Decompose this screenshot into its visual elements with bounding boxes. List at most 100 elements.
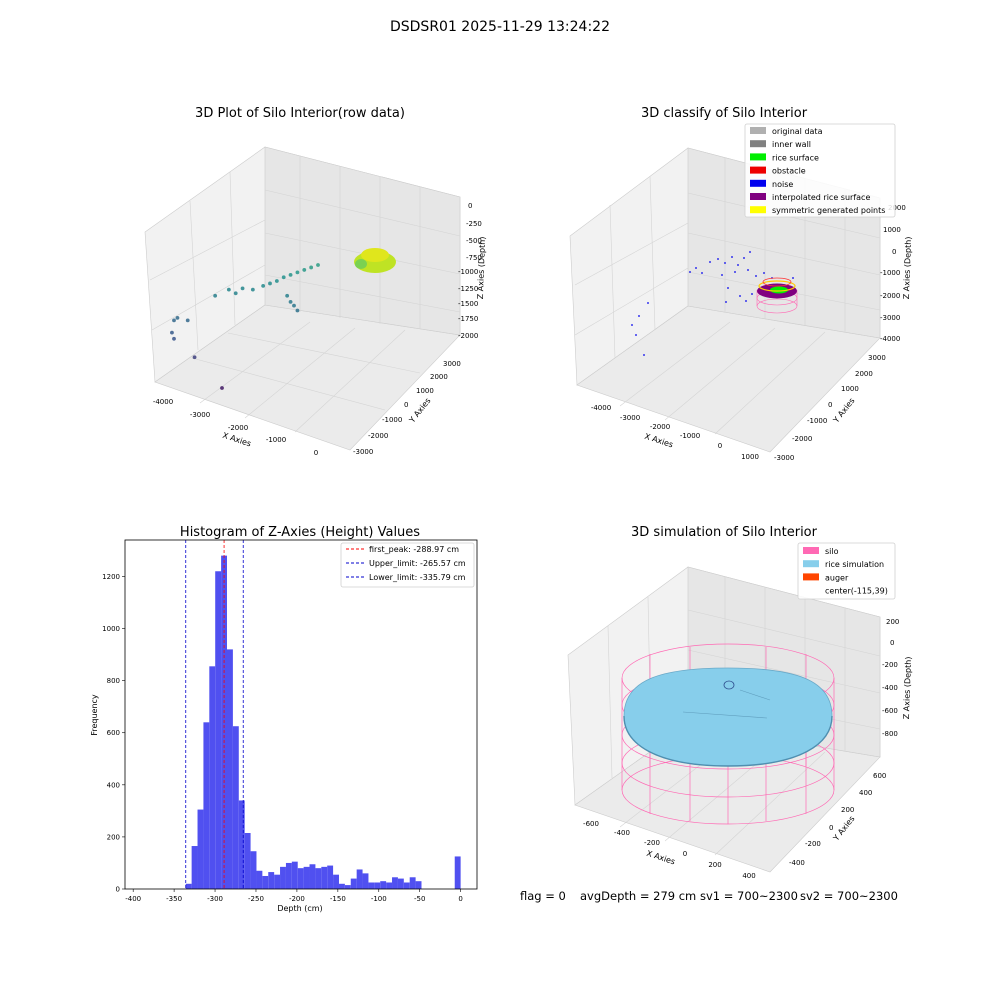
raw-y-tick: 3000: [443, 360, 461, 368]
sim-legend-label: center(-115,39): [825, 587, 888, 596]
figure-suptitle: DSDSR01 2025-11-29 13:24:22: [390, 19, 610, 35]
classify-legend-swatch: [750, 206, 766, 214]
histogram-bar: [409, 877, 416, 889]
noise-point: [763, 272, 765, 274]
histogram-bar: [191, 846, 198, 889]
raw-data-point: [295, 308, 300, 313]
histogram-bar: [226, 649, 233, 889]
classify-legend-label: symmetric generated points: [772, 206, 885, 215]
raw-data-point: [226, 287, 231, 292]
raw-z-tick: -1000: [458, 268, 478, 276]
noise-point: [737, 264, 739, 266]
status-flag: flag = 0: [520, 889, 566, 903]
histogram-y-tick: 0: [116, 886, 120, 894]
sim-legend-box: [797, 542, 896, 600]
histogram-bar: [203, 722, 210, 889]
raw-x-tick: -4000: [153, 398, 173, 406]
status-avg-depth: avgDepth = 279 cm: [580, 889, 696, 903]
histogram-y-tick: 1200: [102, 573, 120, 581]
histogram-bar: [403, 882, 410, 889]
histogram-plot: -400 -350 -300 -250 -200 -150 -100 -50 0 0 200 400 6…: [102, 539, 478, 903]
noise-point: [725, 301, 727, 303]
raw-rice-surface-blob-edge: [355, 259, 367, 269]
histogram-legend-label: Lower_limit: -335.79 cm: [369, 573, 466, 582]
classify-x-tick: 1000: [741, 453, 759, 461]
histogram-x-tick: -350: [166, 895, 182, 903]
raw-z-tick: -250: [466, 220, 482, 228]
noise-point: [701, 272, 703, 274]
classify-symmetric-points: [758, 280, 796, 292]
sim-auger-marker: [723, 680, 735, 690]
classify-y-tick: 3000: [868, 354, 886, 362]
sim-x-tick: -200: [644, 839, 660, 847]
classify-z-tick: -1000: [880, 269, 900, 277]
histogram-y-tick: 1000: [102, 625, 120, 633]
panel-simulation-title: 3D simulation of Silo Interior: [631, 525, 818, 540]
noise-point: [631, 324, 633, 326]
status-line: flag = 0 avgDepth = 279 cm sv1 = 700~230…: [520, 889, 898, 903]
sim-x-tick: 0: [683, 850, 687, 858]
classify-legend-label: noise: [772, 180, 793, 189]
classify-legend-swatch: [750, 140, 766, 148]
raw-data-point: [240, 286, 245, 291]
histogram-y-tick: 200: [107, 833, 120, 841]
histogram-y-label: Frequency: [90, 694, 99, 736]
noise-point: [638, 315, 640, 317]
histogram-x-tick: -250: [248, 895, 264, 903]
histogram-bar: [321, 866, 328, 889]
raw-y-ticks: 3000 2000 1000 0 -1000 -2000 -3000: [353, 360, 461, 456]
histogram-frame: [124, 539, 478, 890]
raw-z-tick: 0: [468, 202, 472, 210]
sim-y-ticks: 600 400 200 0 -200 -400: [789, 772, 886, 867]
sim-y-tick: 400: [859, 789, 872, 797]
classify-z-tick: -3000: [880, 314, 900, 322]
raw-data-point: [261, 284, 266, 288]
classify-z-tick: -4000: [880, 335, 900, 343]
histogram-bar: [415, 881, 422, 889]
raw-x-tick: 0: [314, 449, 318, 457]
classify-z-tick: 2000: [888, 204, 906, 212]
histogram-bar: [262, 875, 269, 889]
histogram-title: Histogram of Z-Axies (Height) Values: [180, 525, 420, 540]
histogram-bar: [380, 881, 387, 889]
classify-y-label: Y Axies: [831, 396, 857, 425]
sim-rice-shading: [739, 689, 771, 701]
raw-y-tick: 0: [404, 401, 408, 409]
noise-point: [695, 267, 697, 269]
histogram-bar: [268, 872, 275, 889]
status-sv2: sv2 = 700~2300: [800, 889, 898, 903]
sim-z-label: Z Axies (Depth): [902, 656, 913, 719]
histogram-x-label: Depth (cm): [277, 904, 322, 913]
sim-z-tick: -800: [882, 730, 898, 738]
histogram-legend-label: Upper_limit: -265.57 cm: [369, 559, 466, 568]
histogram-bar: [244, 833, 251, 889]
raw-x-tick: -2000: [228, 424, 248, 432]
histogram-bar: [256, 870, 263, 889]
histogram-plot-area: [125, 540, 477, 889]
classify-x-tick: -3000: [620, 414, 640, 422]
noise-point: [745, 300, 747, 302]
raw-data-point: [309, 265, 314, 270]
classify-obstacle-ring: [762, 277, 792, 287]
histogram-bar: [333, 874, 339, 889]
raw-data-point: [250, 287, 255, 292]
classify-legend-box: [744, 123, 896, 218]
sim-y-label: Y Axies: [831, 814, 857, 843]
classify-y-tick: 2000: [855, 370, 873, 378]
sim-z-tick: -600: [882, 707, 898, 715]
sim-y-tick: 0: [829, 824, 833, 832]
histogram-legend-label: first_peak: -288.97 cm: [369, 545, 459, 554]
noise-point: [635, 334, 637, 336]
histogram-legend: first_peak: -288.97 cm Upper_limit: -265.…: [340, 542, 475, 588]
histogram-bar: [356, 869, 363, 889]
raw-data-point: [316, 263, 320, 267]
noise-point: [643, 354, 645, 356]
classify-z-label: Z Axies (Depth): [902, 236, 913, 299]
raw-data-point: [281, 275, 286, 280]
histogram-x-tick: -100: [371, 895, 387, 903]
raw-y-tick: 1000: [416, 387, 434, 395]
classify-y-tick: 1000: [841, 385, 859, 393]
classify-legend-label: rice surface: [772, 153, 819, 162]
histogram-bar: [291, 861, 298, 889]
sim-z-tick: -400: [882, 684, 898, 692]
